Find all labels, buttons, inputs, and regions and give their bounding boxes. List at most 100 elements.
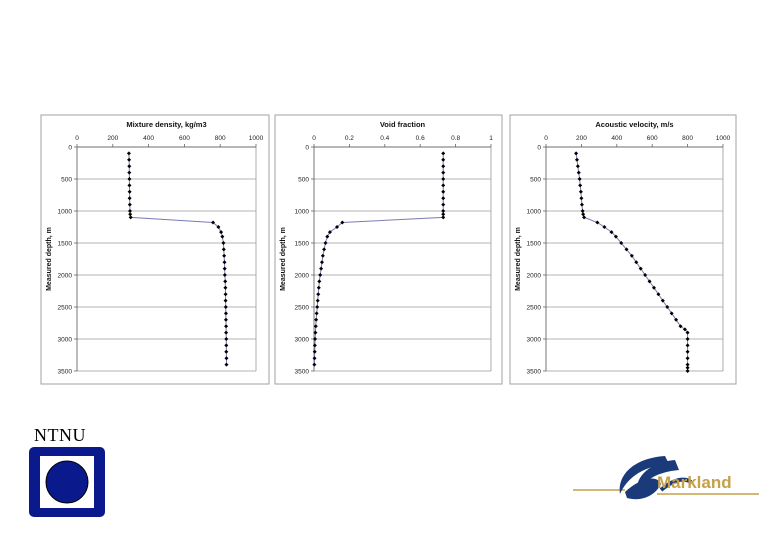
data-point	[629, 253, 634, 258]
data-point	[643, 273, 648, 277]
data-point	[223, 317, 228, 322]
data-point	[441, 170, 446, 175]
data-point	[127, 183, 132, 188]
x-tick-label: 600	[179, 135, 190, 142]
data-point	[441, 212, 446, 217]
data-point	[678, 324, 683, 329]
data-point	[651, 285, 656, 290]
data-point	[619, 241, 624, 245]
data-point	[581, 212, 586, 217]
y-tick-label: 1500	[58, 241, 73, 248]
data-point	[441, 189, 446, 194]
x-tick-label: 0.8	[451, 135, 460, 142]
y-axis-label: Measured depth, m	[280, 227, 287, 291]
data-point	[682, 327, 687, 332]
data-point	[576, 170, 581, 175]
y-tick-label: 3000	[58, 337, 73, 344]
data-point	[221, 241, 226, 245]
chart-frame	[509, 114, 737, 385]
data-point	[441, 209, 446, 213]
data-point	[211, 220, 216, 225]
y-tick-label: 2000	[58, 273, 73, 280]
data-point	[335, 225, 340, 229]
ntnu-logo	[29, 447, 105, 517]
x-tick-label: 800	[215, 135, 226, 142]
data-point	[127, 209, 132, 213]
data-point	[660, 298, 665, 303]
data-point	[323, 241, 328, 245]
chart-frame	[40, 114, 270, 385]
x-tick-label: 1000	[249, 135, 264, 142]
x-tick-label: 0.2	[345, 135, 354, 142]
data-point	[624, 247, 629, 252]
y-tick-label: 1000	[295, 209, 310, 216]
data-point	[327, 230, 332, 235]
data-point	[127, 170, 132, 175]
data-point	[340, 220, 345, 225]
data-point	[441, 151, 446, 156]
data-point	[634, 260, 639, 265]
y-tick-label: 1000	[58, 209, 73, 216]
data-point	[222, 273, 227, 277]
y-tick-label: 500	[530, 177, 541, 184]
y-tick-label: 0	[537, 145, 541, 152]
data-point	[319, 266, 324, 271]
data-point	[224, 356, 229, 361]
data-point	[312, 362, 317, 367]
data-point	[441, 196, 446, 201]
data-point	[223, 298, 228, 303]
chart-panel-2: 0 500 1000 1500 2000 2500 3000 3500 0 0.2 0.4 0.6 0.…	[274, 114, 503, 385]
ntnu-label: NTNU	[34, 425, 86, 445]
data-point	[315, 305, 320, 309]
y-tick-label: 500	[298, 177, 309, 184]
data-point	[313, 324, 318, 329]
y-tick-label: 3500	[527, 369, 542, 376]
data-point	[313, 330, 318, 335]
data-point	[127, 157, 132, 162]
chart-title: Mixture density, kg/m3	[126, 120, 206, 129]
data-point	[685, 343, 690, 348]
x-tick-label: 600	[647, 135, 658, 142]
data-point	[441, 215, 446, 220]
data-point	[578, 183, 583, 188]
x-tick-label: 0	[75, 135, 79, 142]
data-point	[126, 151, 131, 156]
data-point	[127, 189, 132, 194]
data-point	[579, 202, 584, 207]
y-tick-label: 500	[61, 177, 72, 184]
y-tick-label: 1500	[295, 241, 310, 248]
x-tick-label: 800	[682, 135, 693, 142]
y-tick-label: 2000	[527, 273, 542, 280]
data-point	[314, 311, 319, 316]
data-point	[577, 177, 582, 181]
data-point	[222, 253, 227, 258]
y-tick-label: 2500	[58, 305, 73, 312]
data-point	[224, 349, 229, 354]
x-tick-label: 0.4	[380, 135, 389, 142]
data-point	[312, 349, 317, 354]
markland-logo: Markland	[573, 456, 759, 500]
data-point	[224, 324, 229, 329]
data-point	[685, 365, 690, 370]
data-point	[223, 285, 228, 290]
y-tick-label: 2500	[295, 305, 310, 312]
data-point	[638, 266, 643, 271]
data-point	[595, 220, 600, 225]
data-point	[316, 292, 321, 297]
data-point	[216, 225, 221, 229]
y-tick-label: 1000	[527, 209, 542, 216]
y-axis-label: Measured depth, m	[46, 227, 53, 291]
data-point	[441, 183, 446, 188]
data-point	[313, 337, 318, 341]
data-point	[320, 253, 325, 258]
data-point	[322, 247, 327, 252]
data-point	[127, 164, 132, 169]
data-point	[127, 177, 132, 181]
data-point	[312, 356, 317, 361]
data-point	[219, 230, 224, 235]
data-point	[128, 212, 133, 217]
x-tick-label: 0.6	[416, 135, 425, 142]
data-point	[685, 337, 690, 341]
data-point	[669, 311, 674, 316]
